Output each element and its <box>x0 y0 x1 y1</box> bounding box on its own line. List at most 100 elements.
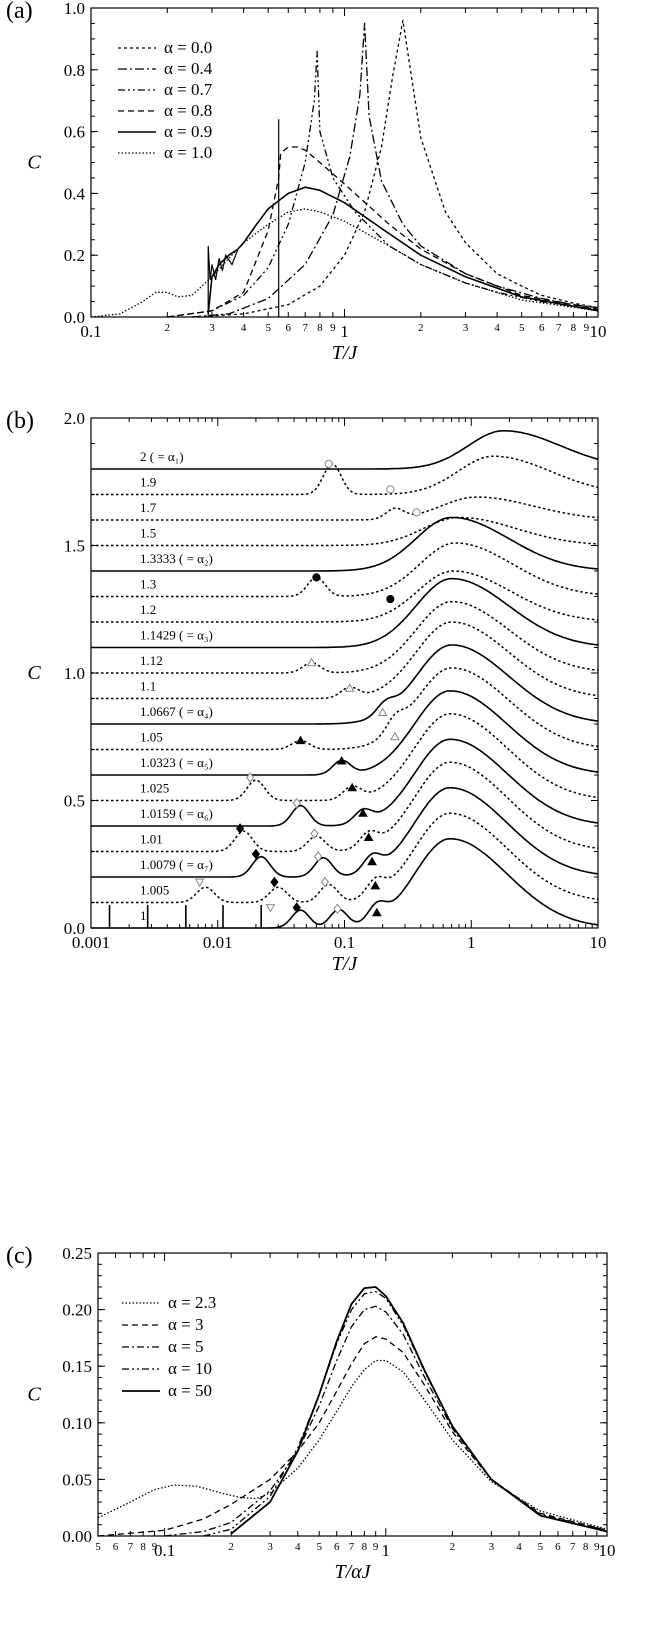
panel-a-panel-label: (a) <box>6 0 33 24</box>
panel-b-curve-label-12: 1.05 <box>140 730 163 745</box>
panel-b-curve-label-13: 1.0323 ( = α₅) <box>140 755 213 770</box>
panel-b-curve-label-18: 1.005 <box>140 883 169 898</box>
panel-b-marker-27 <box>292 902 301 913</box>
panel-b-curve-4 <box>91 516 599 547</box>
panel-c-x-tick-label: 1 <box>382 1541 391 1560</box>
panel-a-x-minor-tick-label: 9 <box>330 322 336 334</box>
panel-a-x-minor-tick-label: 2 <box>418 322 424 334</box>
panel-c-x-minor-tick-label: 5 <box>538 1541 544 1553</box>
panel-a-x-minor-tick-label: 6 <box>286 322 292 334</box>
panel-a-x-tick-label: 1 <box>340 322 349 341</box>
panel-a-x-minor-tick-label: 3 <box>209 322 215 334</box>
panel-b-marker-9 <box>390 731 400 741</box>
panel-a-series-line-1 <box>191 19 599 318</box>
panel-c-series-line-2 <box>97 1336 608 1537</box>
panel-c-x-minor-tick-label: 2 <box>450 1541 456 1553</box>
panel-b-marker-13 <box>358 808 368 817</box>
panel-b-curve-18 <box>91 812 599 904</box>
panel-b-marker-20 <box>310 828 319 839</box>
panel-c-series-line-3 <box>164 1305 608 1537</box>
panel-a-y-tick-label: 0.6 <box>64 123 85 142</box>
panel-b-x-tick-label: 0.01 <box>203 933 233 952</box>
panel-a-series-line-6 <box>90 208 599 318</box>
panel-c-legend-entry-1: α = 2.3 <box>168 1293 216 1312</box>
panel-c-y-tick-label: 0.15 <box>62 1357 92 1376</box>
panel-b-x-tick-label: 0.001 <box>72 933 110 952</box>
panel-b-marker-8 <box>377 707 388 717</box>
panel-c-x-minor-tick-label: 8 <box>583 1541 589 1553</box>
panel-b-x-tick-label: 0.1 <box>334 933 355 952</box>
panel-c-y-tick-label: 0.00 <box>62 1527 92 1546</box>
panel-a-chart: (a)0.00.20.40.60.81.00.1 2 3 4 5 6 7 8 9 1 2 3 4 5 6 7 8… <box>6 0 607 364</box>
panel-a-x-minor-tick-label: 9 <box>584 322 590 334</box>
panel-b-curve-10 <box>91 621 599 700</box>
panel-b-y-tick-label: 0.0 <box>64 919 85 938</box>
panel-b-curve-label-2: 1.9 <box>140 475 156 490</box>
panel-a-legend-entry-6: α = 1.0 <box>164 143 212 162</box>
panel-b-curve-label-9: 1.12 <box>140 653 163 668</box>
panel-c-legend-entry-5: α = 50 <box>168 1381 212 1400</box>
panel-c-x-minor-tick-label: 3 <box>489 1541 495 1553</box>
panel-a-y-axis-title: C <box>27 152 41 174</box>
panel-a-x-minor-tick-label: 8 <box>317 322 323 334</box>
panel-a-y-tick-label: 0.8 <box>64 61 85 80</box>
panel-a-series-line-5 <box>207 186 599 314</box>
panel-a-fluctuation-trace <box>207 245 239 317</box>
panel-a-legend-entry-5: α = 0.9 <box>164 122 212 141</box>
panel-b-marker-23 <box>333 903 342 915</box>
panel-a-x-minor-tick-label: 5 <box>519 322 525 334</box>
panel-c-legend-entry-4: α = 10 <box>168 1359 212 1378</box>
panel-b-y-tick-label: 1.5 <box>64 537 85 556</box>
panel-c-x-minor-tick-label: 7 <box>570 1541 576 1553</box>
panel-b-curve-label-16: 1.01 <box>140 832 163 847</box>
panel-a-x-minor-tick-label: 7 <box>302 322 308 334</box>
panel-b-marker-3 <box>412 508 421 517</box>
panel-a-y-tick-label: 0.2 <box>64 246 85 265</box>
panel-a-x-tick-label: 10 <box>590 322 607 341</box>
panel-a-series-line-4 <box>167 146 599 318</box>
panel-b-marker-6 <box>306 657 317 667</box>
panel-c-x-minor-tick-label: 2 <box>228 1541 234 1553</box>
panel-b-curve-label-6: 1.3 <box>140 577 156 592</box>
panel-c-series-line-1 <box>97 1359 608 1530</box>
panel-b-curve-9 <box>91 600 599 674</box>
panel-b-marker-29 <box>265 904 276 913</box>
panel-b-curve-12 <box>91 667 599 751</box>
panel-b-curve-label-3: 1.7 <box>140 500 157 515</box>
panel-c-x-minor-tick-label: 9 <box>373 1541 379 1553</box>
panel-c-y-tick-label: 0.20 <box>62 1301 92 1320</box>
panel-a-x-minor-tick-label: 8 <box>571 322 577 334</box>
panel-b-y-tick-label: 2.0 <box>64 410 85 428</box>
panel-b-curve-7 <box>91 570 599 623</box>
panel-b-marker-11 <box>336 755 347 765</box>
panel-b-marker-19 <box>292 797 301 809</box>
panel-a-legend-entry-4: α = 0.8 <box>164 101 212 120</box>
panel-c-x-tick-label: 10 <box>599 1541 616 1560</box>
panel-b-curve-8 <box>91 577 599 649</box>
panel-b-curve-label-17: 1.0079 ( = α₇) <box>140 857 213 872</box>
panel-b-curve-label-4: 1.5 <box>140 526 156 541</box>
panel-c-x-minor-tick-label: 8 <box>362 1541 368 1553</box>
panel-b-marker-22 <box>320 876 329 888</box>
panel-b-curve-label-15: 1.0159 ( = α₆) <box>140 806 213 821</box>
panel-a-legend-entry-1: α = 0.0 <box>164 38 212 57</box>
panel-a-x-minor-tick-label: 4 <box>494 322 500 334</box>
panel-a-y-tick-label: 0.0 <box>64 308 85 327</box>
panel-c-y-axis-title: C <box>27 1384 41 1406</box>
panel-c-x-minor-tick-label: 6 <box>334 1541 340 1553</box>
panel-c-x-minor-tick-label: 7 <box>128 1541 134 1553</box>
panel-b-curve-label-5: 1.3333 ( = α₂) <box>140 551 213 566</box>
panel-c-legend-entry-3: α = 5 <box>168 1337 204 1356</box>
panel-b-curve-19 <box>91 838 599 929</box>
panel-b-marker-12 <box>347 782 358 792</box>
panel-c-y-tick-label: 0.10 <box>62 1414 92 1433</box>
panel-b-panel-label: (b) <box>6 410 34 434</box>
panel-b-curve-3 <box>91 496 599 521</box>
panel-c-panel-label: (c) <box>6 1243 33 1269</box>
panel-b-marker-21 <box>314 851 323 862</box>
panel-b-marker-10 <box>295 735 306 745</box>
panel-b-curve-label-11: 1.0667 ( = α₄) <box>140 704 213 719</box>
panel-b-curve-label-1: 2 ( = α₁) <box>140 449 184 464</box>
panel-c-x-minor-tick-label: 9 <box>594 1541 600 1553</box>
